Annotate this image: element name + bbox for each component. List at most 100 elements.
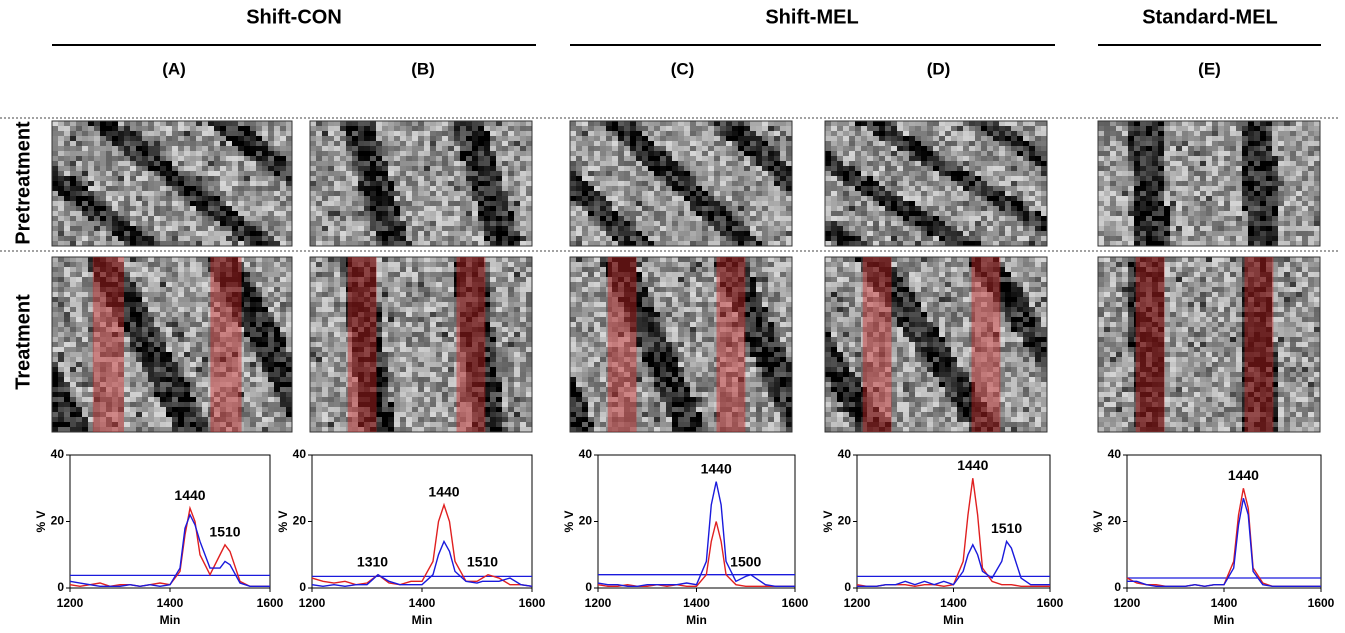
actogram-cell [430, 216, 436, 221]
actogram-cell [388, 161, 394, 166]
actogram-cell [172, 387, 178, 392]
actogram-cell [454, 171, 460, 176]
actogram-cell [328, 367, 334, 372]
actogram-cell [202, 211, 208, 216]
actogram-cell [520, 327, 526, 332]
actogram-cell [400, 422, 406, 427]
actogram-cell [118, 181, 124, 186]
actogram-cell [606, 126, 612, 131]
actogram-cell [76, 151, 82, 156]
actogram-cell [166, 131, 172, 136]
actogram-cell [256, 382, 262, 387]
actogram-cell [400, 146, 406, 151]
actogram-cell [286, 287, 292, 292]
actogram-cell [774, 146, 780, 151]
actogram-cell [178, 241, 184, 246]
actogram-cell [502, 221, 508, 226]
actogram-cell [64, 226, 70, 231]
actogram-cell [256, 392, 262, 397]
actogram-cell [118, 161, 124, 166]
actogram-cell [214, 131, 220, 136]
actogram-cell [436, 347, 442, 352]
actogram-cell [448, 407, 454, 412]
actogram-cell [280, 367, 286, 372]
actogram-cell [636, 126, 642, 131]
actogram-cell [226, 231, 232, 236]
actogram-cell [280, 211, 286, 216]
actogram-cell [58, 352, 64, 357]
actogram-cell [526, 337, 532, 342]
actogram-cell [460, 131, 466, 136]
light-band [457, 257, 486, 432]
actogram-cell [394, 337, 400, 342]
actogram-cell [202, 262, 208, 267]
actogram-cell [388, 402, 394, 407]
actogram-cell [454, 241, 460, 246]
actogram-cell [172, 367, 178, 372]
actogram-cell [502, 347, 508, 352]
actogram-cell [666, 126, 672, 131]
actogram-cell [280, 206, 286, 211]
actogram-cell [154, 337, 160, 342]
actogram-cell [166, 206, 172, 211]
actogram-cell [744, 126, 750, 131]
actogram-cell [136, 231, 142, 236]
actogram-cell [478, 141, 484, 146]
actogram-cell [58, 412, 64, 417]
actogram-cell [412, 372, 418, 377]
actogram-cell [442, 176, 448, 181]
actogram-cell [448, 267, 454, 272]
actogram-cell [750, 126, 756, 131]
actogram-cell [370, 231, 376, 236]
actogram-cell [142, 422, 148, 427]
actogram-cell [70, 176, 76, 181]
actogram-cell [130, 156, 136, 161]
actogram-cell [106, 176, 112, 181]
actogram-cell [58, 136, 64, 141]
actogram-cell [388, 282, 394, 287]
actogram-cell [334, 292, 340, 297]
actogram-cell [370, 191, 376, 196]
actogram-cell [130, 171, 136, 176]
light-band [348, 257, 377, 432]
actogram-cell [388, 422, 394, 427]
actogram-cell [606, 136, 612, 141]
actogram-cell [184, 201, 190, 206]
actogram-cell [268, 236, 274, 241]
actogram-cell [142, 337, 148, 342]
actogram-cell [412, 186, 418, 191]
actogram-cell [238, 146, 244, 151]
actogram-cell [400, 292, 406, 297]
actogram-cell [148, 186, 154, 191]
actogram-cell [352, 166, 358, 171]
actogram-cell [148, 176, 154, 181]
actogram-cell [424, 342, 430, 347]
actogram-cell [376, 141, 382, 146]
actogram-cell [394, 422, 400, 427]
actogram-cell [94, 161, 100, 166]
actogram-cell [118, 151, 124, 156]
actogram-cell [436, 407, 442, 412]
actogram-cell [100, 161, 106, 166]
actogram-cell [442, 322, 448, 327]
actogram-cell [136, 121, 142, 126]
actogram-cell [166, 186, 172, 191]
actogram-cell [502, 201, 508, 206]
actogram-cell [166, 352, 172, 357]
actogram-cell [430, 231, 436, 236]
actogram-cell [508, 302, 514, 307]
actogram-cell [388, 216, 394, 221]
actogram-cell [436, 312, 442, 317]
actogram-cell [250, 272, 256, 277]
actogram-cell [714, 156, 720, 161]
actogram-cell [576, 146, 582, 151]
actogram-cell [268, 131, 274, 136]
actogram-cell [160, 427, 166, 432]
actogram-cell [82, 352, 88, 357]
actogram-cell [322, 161, 328, 166]
actogram-cell [334, 241, 340, 246]
actogram-cell [76, 206, 82, 211]
actogram-cell [774, 121, 780, 126]
actogram-cell [406, 161, 412, 166]
actogram-cell [654, 126, 660, 131]
